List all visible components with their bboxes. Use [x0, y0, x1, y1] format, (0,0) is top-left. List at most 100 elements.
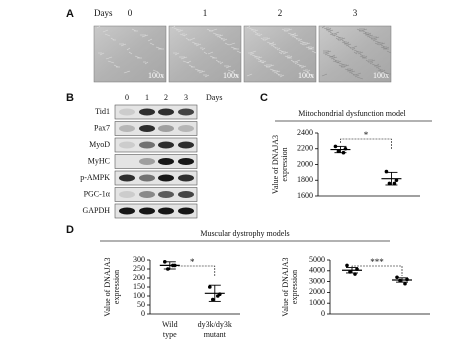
cell-texture	[278, 49, 285, 53]
cell-texture	[255, 56, 263, 60]
cell-texture	[233, 73, 238, 77]
cell-texture	[386, 50, 392, 54]
cell-texture	[188, 64, 194, 68]
cell-texture	[215, 59, 220, 63]
day-label: 2	[278, 8, 283, 18]
protein-label: MyHC	[88, 156, 110, 165]
cell-texture	[210, 28, 218, 32]
cell-texture	[374, 40, 382, 44]
protein-label: GAPDH	[82, 206, 110, 215]
y-axis-label-line: expression	[290, 270, 299, 304]
cell-texture	[198, 70, 206, 74]
cell-texture	[246, 25, 251, 29]
data-point	[387, 181, 392, 186]
lane-label: 2	[164, 93, 168, 102]
cell-texture	[336, 60, 342, 64]
blot-band	[178, 191, 194, 198]
micrograph	[243, 25, 317, 83]
panel-label: C	[260, 92, 268, 104]
cell-texture	[183, 33, 188, 37]
blot-band	[139, 141, 155, 149]
blot-band	[158, 125, 174, 132]
cell-texture	[350, 72, 356, 76]
blot-band	[178, 174, 194, 182]
cell-texture	[258, 33, 263, 37]
cell-texture	[374, 42, 380, 46]
magnification: 100x	[298, 71, 314, 80]
cell-texture	[362, 30, 368, 34]
cell-texture	[186, 60, 192, 64]
cell-texture	[171, 25, 176, 29]
cell-texture	[338, 62, 346, 66]
cell-texture	[327, 29, 334, 33]
cell-texture	[296, 63, 303, 67]
magnification: 100x	[148, 71, 164, 80]
protein-label: MyoD	[89, 140, 110, 149]
blot-band	[158, 108, 174, 116]
cell-texture	[335, 35, 342, 39]
cell-texture	[177, 29, 184, 33]
cell-texture	[207, 51, 214, 55]
cell-texture	[366, 34, 374, 38]
y-axis-label-line: expression	[280, 147, 289, 181]
y-tick-label: 100	[133, 291, 145, 300]
blot-band	[139, 207, 155, 215]
y-tick-label: 4000	[309, 266, 325, 275]
y-tick-label: 3000	[309, 276, 325, 285]
cell-texture	[303, 42, 311, 46]
cell-texture	[378, 42, 386, 46]
cell-texture	[377, 67, 382, 71]
data-point	[394, 178, 399, 183]
blot-band	[119, 125, 135, 132]
cell-texture	[134, 55, 141, 59]
cell-texture	[321, 25, 326, 29]
cell-texture	[218, 36, 224, 40]
blot-strip	[114, 154, 198, 169]
cell-texture	[120, 43, 127, 47]
blot-band	[178, 207, 194, 215]
y-axis-label: Value of DNAJA3expression	[281, 257, 299, 316]
error-bar	[385, 171, 398, 186]
y-tick-label: 1000	[309, 298, 325, 307]
magnification: 100x	[373, 71, 389, 80]
blot-band	[119, 141, 135, 149]
blot-band	[158, 174, 174, 182]
days-label: Days	[206, 93, 222, 102]
y-axis-label: Value of DNAJA3expression	[103, 257, 121, 316]
panel-title: Muscular dystrophy models	[200, 229, 289, 238]
cell-texture	[369, 59, 376, 63]
cell-texture	[293, 36, 299, 40]
cell-texture	[279, 74, 285, 78]
data-point	[211, 297, 215, 302]
lane-label: 0	[125, 93, 129, 102]
cell-texture	[381, 69, 386, 73]
y-tick-label: 0	[321, 309, 325, 318]
y-tick-label: 2000	[297, 159, 313, 168]
cell-texture	[231, 69, 236, 73]
cell-texture	[96, 25, 101, 29]
cell-texture	[345, 43, 352, 47]
cell-texture	[384, 46, 390, 50]
cell-texture	[342, 64, 350, 68]
y-axis-label: Value of DNAJA3expression	[271, 135, 289, 194]
cell-texture	[267, 64, 275, 68]
cell-texture	[201, 47, 206, 51]
data-point	[384, 169, 389, 174]
blot-band	[178, 158, 194, 165]
cell-texture	[225, 65, 232, 69]
cell-texture	[338, 64, 344, 68]
cell-texture	[281, 28, 287, 32]
y-tick-label: 150	[133, 282, 145, 291]
cell-texture	[126, 47, 131, 51]
cell-texture	[308, 73, 313, 77]
protein-label: Tid1	[95, 107, 110, 116]
cell-texture	[330, 56, 338, 60]
cell-texture	[368, 36, 374, 40]
panel-label: B	[66, 92, 74, 104]
cell-texture	[294, 61, 299, 65]
cell-texture	[347, 45, 352, 49]
y-tick-label: 2000	[309, 287, 325, 296]
cell-texture	[321, 73, 328, 77]
blot-band	[119, 207, 135, 215]
